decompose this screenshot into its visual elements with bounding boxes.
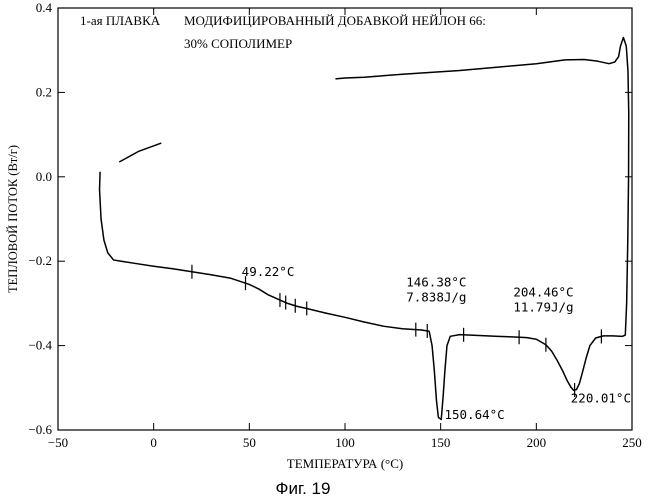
dsc-curve-segment bbox=[119, 143, 161, 162]
y-tick-label: 0.2 bbox=[36, 84, 52, 99]
data-annotation: 220.01°C bbox=[571, 391, 631, 406]
figure-caption: Фиг. 19 bbox=[276, 479, 331, 498]
y-tick-label: −0.4 bbox=[28, 338, 52, 353]
x-tick-label: 150 bbox=[431, 435, 451, 450]
data-annotation: 146.38°C bbox=[406, 275, 466, 290]
x-axis-label-main: ТЕМПЕРАТУРА ( bbox=[287, 456, 385, 471]
y-tick-label: −0.2 bbox=[28, 253, 52, 268]
y-tick-label: 0.4 bbox=[36, 0, 53, 15]
y-tick-label: 0.0 bbox=[36, 169, 52, 184]
data-annotation: 204.46°C bbox=[513, 285, 573, 300]
x-axis-label: ТЕМПЕРАТУРА (°C) bbox=[287, 456, 403, 471]
y-axis-label: ТЕПЛОВОЙ ПОТОК (Вт/г) bbox=[6, 145, 20, 293]
x-axis-label-unit: °C) bbox=[385, 456, 403, 471]
dsc-curve-segment bbox=[100, 38, 629, 420]
x-tick-label: 250 bbox=[622, 435, 642, 450]
plot-frame bbox=[58, 8, 632, 430]
data-annotation: 150.64°C bbox=[444, 407, 504, 422]
x-tick-label: 50 bbox=[243, 435, 256, 450]
data-annotation: 49.22°C bbox=[242, 264, 295, 279]
run-label: 1-ая ПЛАВКА bbox=[80, 13, 161, 28]
data-annotation: 7.838J/g bbox=[406, 290, 466, 305]
chart-subtitle: 30% СОПОЛИМЕР bbox=[184, 36, 292, 51]
x-tick-label: −50 bbox=[48, 435, 68, 450]
chart-title: МОДИФИЦИРОВАННЫЙ ДОБАВКОЙ НЕЙЛОН 66: bbox=[184, 13, 486, 28]
y-tick-label: −0.6 bbox=[28, 422, 52, 437]
x-tick-label: 200 bbox=[527, 435, 547, 450]
x-tick-label: 100 bbox=[335, 435, 355, 450]
data-annotation: 11.79J/g bbox=[513, 300, 573, 315]
x-tick-label: 0 bbox=[150, 435, 157, 450]
